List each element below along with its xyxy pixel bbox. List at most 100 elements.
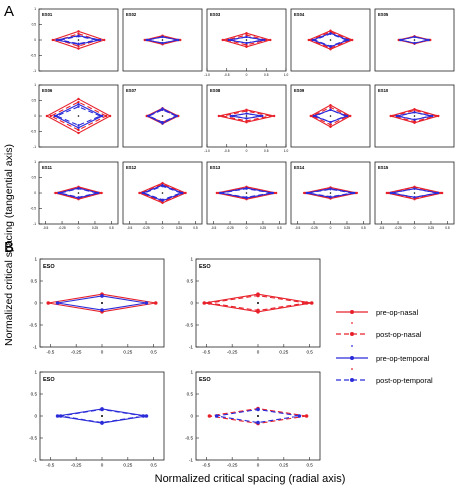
- post-temporal-point: [429, 114, 432, 118]
- subplot-xtick-label: 0.5: [306, 463, 313, 468]
- post-temporal-point: [95, 191, 99, 195]
- center-point: [77, 39, 80, 41]
- post-temporal-point: [176, 38, 179, 42]
- legend-dot: [351, 345, 353, 347]
- panel-b-letter: B: [4, 239, 14, 256]
- subplot-title: ES09: [294, 88, 305, 93]
- pre-temporal-point: [263, 38, 266, 42]
- pre-temporal-point: [144, 414, 149, 418]
- pre-temporal-point: [55, 414, 60, 418]
- pre-nasal-point: [309, 114, 312, 118]
- post-temporal-point: [59, 38, 62, 42]
- pre-nasal-point: [46, 301, 51, 305]
- post-temporal-point: [256, 420, 260, 425]
- subplot-title: ES04: [294, 12, 305, 17]
- subplot-title: ES02: [126, 12, 137, 17]
- pre-nasal-point: [351, 38, 354, 42]
- panel-a-letter: A: [4, 3, 14, 20]
- subplot-xtick-label: 0.5: [264, 73, 269, 77]
- center-point: [161, 39, 164, 41]
- post-temporal-line: [392, 188, 437, 198]
- pre-nasal-point: [245, 45, 248, 49]
- post-temporal-point: [100, 420, 104, 425]
- pre-temporal-point: [55, 38, 58, 42]
- subplot-es03: -1.0 -0.5 0 0.5 1.0 ES03: [204, 8, 288, 77]
- post-nasal-point: [245, 43, 248, 47]
- post-temporal-point: [413, 35, 416, 39]
- subplot-title: ESO: [43, 377, 55, 383]
- subplot-ytick-label: 1: [34, 160, 36, 164]
- subplot-xtick-label: 0.25: [344, 226, 350, 230]
- subplot-title: ES01: [42, 12, 53, 17]
- legend-entry: post-op-temporal: [336, 376, 433, 385]
- subplot-ytick-label: 1: [190, 257, 193, 262]
- pre-nasal-point: [274, 191, 278, 195]
- post-temporal-point: [329, 121, 332, 124]
- post-nasal-point: [304, 414, 309, 418]
- subplot-title: ESO: [43, 264, 55, 270]
- subplot-xtick-label: 0.5: [306, 350, 313, 355]
- pre-temporal-point: [77, 103, 80, 106]
- subplot-ytick-label: -0.5: [185, 323, 193, 328]
- post-nasal-point: [265, 38, 268, 42]
- subplot-xtick-label: -0.25: [71, 350, 82, 355]
- post-temporal-point: [413, 41, 416, 45]
- panel-a: 1 0.5 0 -0.5 -1 ES01 ES02 -1.0 -0.5 0 0.5 1.0 ES03 ES…: [31, 7, 455, 230]
- pre-nasal-point: [245, 31, 248, 35]
- legend-entry: [351, 345, 353, 347]
- subplot-ytick-label: -1: [33, 345, 38, 350]
- center-point: [101, 415, 103, 417]
- subplot-ytick-label: 1: [34, 370, 37, 375]
- subplot-ytick-label: 0: [34, 301, 37, 306]
- subplot-title: ES03: [210, 12, 221, 17]
- subplot-xtick-label: 0: [162, 226, 164, 230]
- subplot-xtick-label: -0.5: [43, 226, 49, 230]
- subplot-xtick-label: 0.5: [445, 226, 450, 230]
- post-nasal-point: [329, 106, 332, 109]
- center-point: [329, 39, 332, 41]
- post-temporal-point: [55, 114, 58, 118]
- pre-temporal-point: [101, 114, 104, 118]
- post-temporal-point: [77, 124, 80, 127]
- subplot-ytick-label: 0: [190, 414, 193, 419]
- subplot-xtick-label: 1.0: [284, 149, 289, 153]
- post-temporal-point: [256, 407, 260, 412]
- post-temporal-point: [147, 114, 151, 118]
- post-temporal-point: [229, 38, 232, 42]
- post-temporal-point: [306, 191, 310, 195]
- post-nasal-point: [225, 38, 228, 42]
- post-nasal-point: [349, 38, 352, 42]
- subplot-xtick-label: 0: [257, 350, 260, 355]
- subplot-es02: ES02: [122, 8, 203, 72]
- pre-nasal-point: [77, 47, 80, 50]
- pre-nasal-point: [437, 114, 440, 118]
- post-temporal-point: [390, 191, 394, 195]
- legend-label: post-op-nasal: [376, 330, 422, 339]
- panel-b-subplot: 1 0.5 0 -0.5 -1 -0.5 -0.25 0 0.25 0.5 ESO: [29, 370, 165, 468]
- center-point: [329, 192, 332, 194]
- subplot-title: ES05: [378, 12, 389, 17]
- post-nasal-point: [329, 123, 332, 126]
- legend-marker: [350, 332, 354, 336]
- post-nasal-point: [245, 33, 248, 37]
- post-nasal-point: [269, 114, 272, 118]
- post-nasal-point: [77, 128, 80, 132]
- subplot-title: ES13: [210, 165, 221, 170]
- subplot-xtick-label: -0.25: [142, 226, 149, 230]
- center-point: [257, 302, 259, 304]
- subplot-xtick-label: 0.5: [264, 149, 269, 153]
- subplot-es13: -0.5 -0.25 0 0.25 0.5 ES13: [206, 161, 287, 230]
- subplot-es07: ES07: [122, 84, 203, 148]
- post-nasal-point: [304, 301, 309, 305]
- legend-entry: [351, 368, 353, 370]
- post-temporal-point: [245, 117, 248, 120]
- subplot-ytick-label: 0: [34, 414, 37, 419]
- subplot-es15: -0.5 -0.25 0 0.25 0.5 ES15: [374, 161, 455, 230]
- subplot-ytick-label: -0.5: [31, 130, 37, 134]
- subplot-title: ES10: [378, 88, 389, 93]
- pre-nasal-point: [153, 301, 158, 305]
- subplot-xtick-label: -0.5: [127, 226, 133, 230]
- post-nasal-point: [207, 414, 212, 418]
- subplot-xtick-label: -0.25: [227, 350, 238, 355]
